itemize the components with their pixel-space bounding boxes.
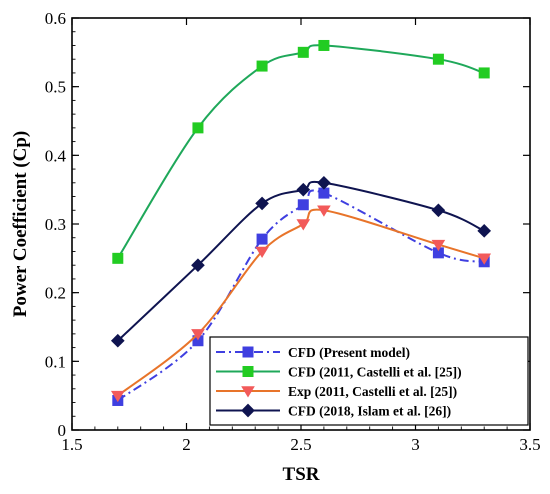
y-tick-label: 0.5: [45, 78, 66, 97]
data-point: [297, 46, 309, 58]
data-point: [256, 60, 268, 72]
data-point: [296, 219, 311, 231]
legend-label: CFD (2011, Castelli et al. [25]): [288, 365, 462, 380]
data-point: [317, 205, 331, 217]
series-3: [110, 205, 492, 403]
legend: CFD (Present model) CFD (2011, Castelli e…: [209, 336, 529, 426]
data-point: [431, 239, 446, 252]
series-2: [112, 39, 490, 264]
y-tick-label: 0.4: [45, 146, 67, 165]
series-layer: [110, 39, 492, 406]
x-tick-label: 3: [411, 435, 420, 454]
y-axis-title: Power Coefficient (Cp): [10, 131, 31, 317]
data-point: [255, 196, 269, 211]
ticks-layer: 1.5 2 2.5 3 3.5 0 0.1 0.2 0.3 0.4 0.5 0.6: [45, 9, 541, 454]
y-tick-label: 0.3: [45, 215, 66, 234]
legend-swatch-marker: [242, 346, 254, 358]
legend-label: Exp (2011, Castelli et al. [25]): [288, 384, 457, 399]
legend-item: CFD (2018, Islam et al. [26]): [216, 404, 451, 419]
data-point: [112, 252, 124, 264]
data-point: [431, 203, 446, 218]
legend-swatch-marker: [242, 366, 254, 377]
y-tick-label: 0.1: [45, 352, 66, 371]
legend-label: CFD (2018, Islam et al. [26]): [288, 404, 451, 419]
legend-item: Exp (2011, Castelli et al. [25]): [216, 384, 457, 399]
data-point: [317, 175, 331, 190]
data-point: [110, 390, 125, 403]
data-point: [297, 199, 309, 211]
data-point: [192, 335, 204, 347]
data-point: [296, 182, 311, 197]
data-point: [478, 67, 490, 79]
data-point: [110, 333, 125, 348]
legend-item: CFD (Present model): [216, 345, 410, 360]
data-point: [191, 329, 205, 341]
x-axis-title: TSR: [283, 464, 320, 485]
legend-label: CFD (Present model): [288, 345, 410, 360]
series-4: [110, 175, 492, 348]
legend-swatch-marker: [241, 386, 255, 398]
x-tick-label: 2: [182, 435, 191, 454]
data-point: [255, 246, 269, 258]
data-point: [477, 253, 492, 265]
data-point: [192, 122, 204, 134]
y-tick-label: 0.2: [45, 284, 66, 303]
legend-item: CFD (2011, Castelli et al. [25]): [216, 365, 462, 380]
data-point: [191, 258, 205, 273]
x-tick-label: 3.5: [519, 435, 540, 454]
data-point: [318, 187, 330, 199]
x-tick-label: 2.5: [290, 435, 311, 454]
data-point: [432, 247, 444, 259]
y-tick-label: 0.6: [45, 9, 66, 28]
y-tick-label: 0: [58, 421, 67, 440]
data-point: [477, 224, 492, 238]
x-tick-label: 1.5: [61, 435, 82, 454]
data-point: [318, 39, 330, 51]
data-point: [256, 233, 268, 245]
data-point: [432, 53, 444, 65]
legend-swatch-marker: [241, 403, 255, 418]
